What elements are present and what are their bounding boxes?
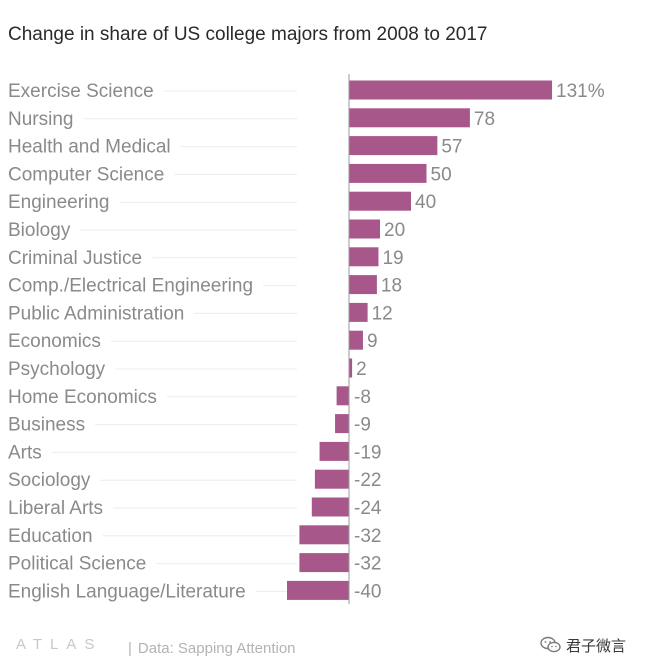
category-label: Criminal Justice bbox=[8, 248, 142, 269]
source-separator: | bbox=[128, 640, 132, 657]
value-label: 57 bbox=[441, 137, 462, 158]
chart-title: Change in share of US college majors fro… bbox=[8, 24, 488, 45]
category-label: Arts bbox=[8, 442, 42, 463]
bar bbox=[349, 80, 553, 100]
value-label: 50 bbox=[431, 164, 452, 185]
category-label: Education bbox=[8, 526, 93, 547]
value-label: 131% bbox=[556, 81, 605, 102]
bar bbox=[319, 441, 349, 461]
value-label: 40 bbox=[415, 192, 436, 213]
bar bbox=[349, 275, 377, 295]
footer: ATLAS | Data: Sapping Attention 君子微言 bbox=[0, 632, 656, 662]
value-label: 78 bbox=[474, 109, 495, 130]
category-label: Health and Medical bbox=[8, 137, 171, 158]
category-label: Engineering bbox=[8, 192, 109, 213]
bar bbox=[349, 358, 353, 378]
bar bbox=[335, 414, 349, 434]
bar bbox=[349, 191, 411, 211]
category-label: Sociology bbox=[8, 470, 91, 491]
category-label: Exercise Science bbox=[8, 81, 154, 102]
category-label: Home Economics bbox=[8, 387, 157, 408]
bar bbox=[349, 163, 427, 183]
bar bbox=[349, 219, 380, 239]
value-label: 2 bbox=[356, 359, 367, 380]
atlas-logo: ATLAS bbox=[16, 636, 103, 653]
wechat-badge: 君子微言 bbox=[540, 634, 626, 656]
bar bbox=[336, 386, 349, 406]
wechat-icon bbox=[540, 636, 561, 653]
bar bbox=[349, 302, 368, 322]
bar bbox=[311, 497, 349, 517]
value-label: -19 bbox=[354, 442, 381, 463]
category-label: English Language/Literature bbox=[8, 581, 246, 602]
value-label: 18 bbox=[381, 276, 402, 297]
value-label: -8 bbox=[354, 387, 371, 408]
bar bbox=[287, 580, 349, 600]
value-label: -9 bbox=[354, 415, 371, 436]
value-label: 20 bbox=[384, 220, 405, 241]
data-source: | Data: Sapping Attention bbox=[128, 640, 296, 657]
value-label: -24 bbox=[354, 498, 382, 519]
category-label: Liberal Arts bbox=[8, 498, 103, 519]
category-label: Comp./Electrical Engineering bbox=[8, 276, 253, 297]
bar-chart: Exercise Science 131% Nursing 78 Health and … bbox=[8, 74, 605, 604]
bar bbox=[349, 108, 470, 128]
category-label: Nursing bbox=[8, 109, 73, 130]
value-label: -22 bbox=[354, 470, 381, 491]
value-label: -40 bbox=[354, 581, 381, 602]
value-label: 9 bbox=[367, 331, 378, 352]
category-label: Economics bbox=[8, 331, 101, 352]
source-text: Data: Sapping Attention bbox=[137, 640, 296, 657]
value-label: 19 bbox=[382, 248, 403, 269]
value-label: -32 bbox=[354, 554, 381, 575]
category-label: Psychology bbox=[8, 359, 106, 380]
category-label: Biology bbox=[8, 220, 71, 241]
bar bbox=[349, 136, 438, 156]
category-label: Business bbox=[8, 415, 85, 436]
category-label: Public Administration bbox=[8, 303, 184, 324]
value-label: 12 bbox=[372, 303, 393, 324]
bar bbox=[349, 330, 363, 350]
bar bbox=[299, 525, 349, 545]
wechat-account-name: 君子微言 bbox=[566, 637, 627, 655]
category-label: Computer Science bbox=[8, 164, 164, 185]
bar bbox=[299, 553, 349, 573]
bar bbox=[314, 469, 349, 489]
category-label: Political Science bbox=[8, 554, 146, 575]
bar bbox=[349, 247, 379, 267]
value-label: -32 bbox=[354, 526, 381, 547]
